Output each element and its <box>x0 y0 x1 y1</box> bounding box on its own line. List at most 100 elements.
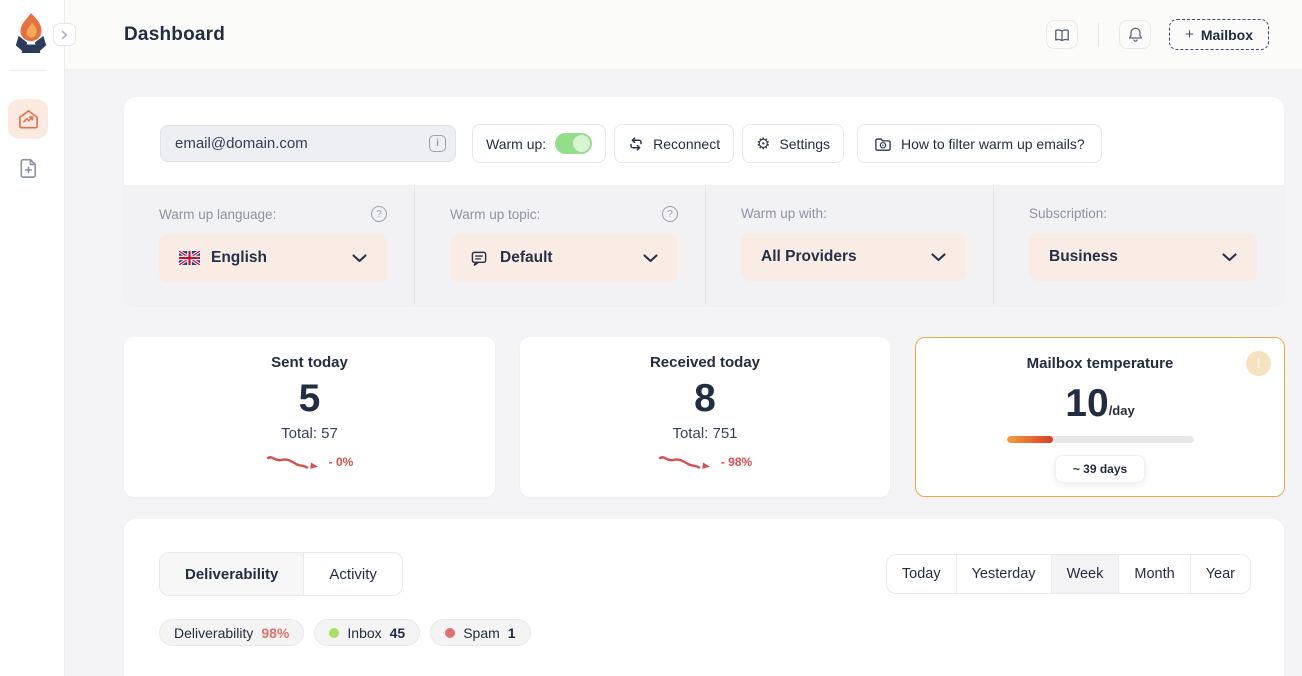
email-field[interactable] <box>160 125 456 162</box>
topic-dropdown[interactable]: Default <box>450 234 678 282</box>
deliverability-badge[interactable]: Deliverability 98% <box>159 619 305 646</box>
howto-filter-button[interactable]: How to filter warm up emails? <box>857 124 1102 163</box>
settings-button[interactable]: ⚙ Settings <box>742 124 845 163</box>
email-field-wrap: i <box>160 125 456 162</box>
warmup-options-strip: Warm up language: ? English Warm <box>124 185 1284 305</box>
inbox-dot-icon <box>329 627 340 638</box>
downtrend-sparkline-icon <box>266 456 318 469</box>
providers-value: All Providers <box>761 248 857 265</box>
panel-tabs: Deliverability Activity <box>159 552 403 596</box>
language-label: Warm up language: <box>159 206 277 222</box>
book-icon <box>1055 28 1069 41</box>
received-trend-pct: - 98% <box>720 454 753 469</box>
header-divider <box>1098 22 1100 47</box>
received-value: 8 <box>694 377 716 420</box>
docs-button[interactable] <box>1046 20 1079 49</box>
top-header: Dashboard + Mailbox <box>65 0 1302 70</box>
inbox-badge-label: Inbox <box>347 624 382 641</box>
home-trend-icon <box>18 109 38 129</box>
temperature-unit: /day <box>1108 402 1135 418</box>
warmup-label: Warm up: <box>486 135 547 152</box>
settings-label: Settings <box>779 135 831 152</box>
option-topic: Warm up topic: ? Default <box>414 185 705 305</box>
sidebar-item-add-mailbox[interactable] <box>8 148 48 188</box>
tab-activity[interactable]: Activity <box>329 565 377 583</box>
range-year[interactable]: Year <box>1189 555 1250 593</box>
uk-flag-icon <box>179 251 200 265</box>
temperature-value-row: 10 /day <box>1065 376 1134 427</box>
option-language: Warm up language: ? English <box>124 185 414 305</box>
date-range-selector: Today Yesterday Week Month Year <box>885 554 1251 594</box>
chevron-down-icon <box>931 252 946 261</box>
bell-icon <box>1128 27 1142 42</box>
app-logo-flame-icon <box>12 12 50 56</box>
deliverability-badge-value: 98% <box>261 624 290 641</box>
chat-icon <box>471 251 487 266</box>
sent-total: Total: 57 <box>281 424 338 442</box>
providers-label: Warm up with: <box>741 206 827 221</box>
sent-today-card: Sent today 5 Total: 57 - 0% <box>124 337 495 497</box>
help-icon[interactable]: ? <box>662 206 678 222</box>
controls-row: i Warm up: Reconnect ⚙ Settings <box>160 124 1248 163</box>
spam-badge-value: 1 <box>507 624 516 641</box>
mailbox-controls-card: i Warm up: Reconnect ⚙ Settings <box>124 97 1284 305</box>
spam-badge-label: Spam <box>463 624 500 641</box>
toggle-knob <box>573 135 591 152</box>
chevron-down-icon <box>1222 252 1237 261</box>
add-mailbox-label: Mailbox <box>1200 26 1253 43</box>
analytics-panel: Deliverability Activity Today Yesterday … <box>124 519 1284 676</box>
range-yesterday[interactable]: Yesterday <box>955 555 1051 593</box>
sidebar-divider <box>9 70 47 71</box>
tab-deliverability[interactable]: Deliverability <box>160 553 305 595</box>
mailbox-temperature-card: ! Mailbox temperature 10 /day ~ 39 days <box>915 337 1285 497</box>
reconnect-button[interactable]: Reconnect <box>614 124 735 163</box>
inbox-badge[interactable]: Inbox 45 <box>314 619 421 646</box>
temperature-title: Mailbox temperature <box>1026 355 1174 372</box>
chevron-down-icon <box>643 253 658 262</box>
received-today-card: Received today 8 Total: 751 - 98% <box>520 337 890 497</box>
sent-trend-pct: - 0% <box>328 454 354 469</box>
sent-value: 5 <box>298 377 321 420</box>
sent-trend: - 0% <box>266 453 354 471</box>
temperature-progress-track <box>1006 435 1194 443</box>
option-subscription: Subscription: Business <box>993 185 1284 305</box>
header-actions: + Mailbox <box>1046 19 1269 50</box>
inbox-badge-value: 45 <box>389 624 406 641</box>
legend-pills: Deliverability 98% Inbox 45 Spam 1 <box>159 619 531 646</box>
page-title: Dashboard <box>124 23 226 45</box>
received-title: Received today <box>649 354 761 371</box>
topic-value: Default <box>500 249 553 266</box>
alert-icon[interactable]: ! <box>1246 351 1271 376</box>
option-providers: Warm up with: All Providers <box>705 185 993 305</box>
deliverability-badge-label: Deliverability <box>174 624 254 641</box>
topic-label: Warm up topic: <box>450 206 541 222</box>
file-plus-icon <box>19 158 36 178</box>
providers-dropdown[interactable]: All Providers <box>741 233 966 281</box>
subscription-label: Subscription: <box>1029 206 1108 221</box>
info-icon[interactable]: i <box>429 135 446 152</box>
subscription-dropdown[interactable]: Business <box>1029 233 1257 281</box>
range-week[interactable]: Week <box>1050 555 1119 593</box>
temperature-progress-fill <box>1006 435 1054 443</box>
folder-video-icon <box>875 137 891 151</box>
range-today[interactable]: Today <box>901 566 941 582</box>
subscription-value: Business <box>1049 248 1118 265</box>
language-value: English <box>211 249 267 266</box>
language-dropdown[interactable]: English <box>159 234 387 282</box>
warmup-toggle-group[interactable]: Warm up: <box>472 124 607 163</box>
received-trend: - 98% <box>658 453 752 471</box>
help-icon[interactable]: ? <box>371 206 387 222</box>
gear-icon: ⚙ <box>756 133 771 153</box>
sent-title: Sent today <box>271 354 348 371</box>
sidebar-item-dashboard[interactable] <box>8 99 48 139</box>
range-month[interactable]: Month <box>1118 555 1189 593</box>
sidebar-expand-button[interactable] <box>53 23 76 46</box>
chevron-down-icon <box>352 253 367 262</box>
warmup-toggle[interactable] <box>555 133 593 154</box>
spam-badge[interactable]: Spam 1 <box>430 619 531 646</box>
howto-filter-label: How to filter warm up emails? <box>901 135 1085 152</box>
notifications-button[interactable] <box>1119 20 1152 49</box>
add-mailbox-button[interactable]: + Mailbox <box>1169 19 1269 50</box>
temperature-eta-badge: ~ 39 days <box>1054 454 1146 483</box>
temperature-value: 10 <box>1065 382 1109 425</box>
